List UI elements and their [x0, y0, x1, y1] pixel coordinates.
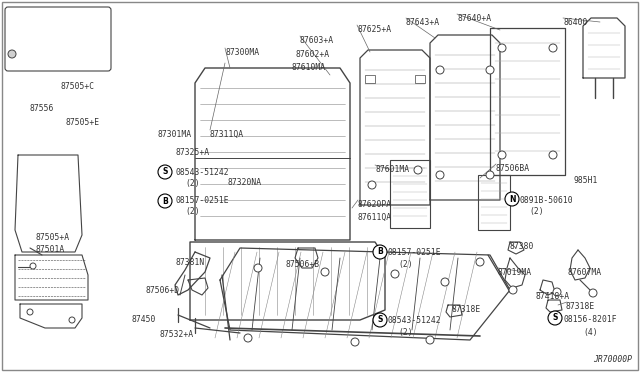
Circle shape: [441, 278, 449, 286]
Text: 87556: 87556: [30, 104, 54, 113]
Text: N: N: [509, 195, 515, 203]
Text: 87019MA: 87019MA: [498, 268, 532, 277]
Text: 87381N: 87381N: [175, 258, 204, 267]
Text: 87301MA: 87301MA: [157, 130, 191, 139]
Circle shape: [244, 334, 252, 342]
Circle shape: [69, 317, 75, 323]
Text: 87320NA: 87320NA: [228, 178, 262, 187]
Circle shape: [476, 258, 484, 266]
Text: 87601MA: 87601MA: [375, 165, 409, 174]
Text: 87418+A: 87418+A: [536, 292, 570, 301]
Circle shape: [158, 165, 172, 179]
Text: 87505+C: 87505+C: [61, 82, 95, 91]
Text: 87506+D: 87506+D: [145, 286, 179, 295]
Text: 08543-51242: 08543-51242: [175, 168, 228, 177]
Text: 87300MA: 87300MA: [225, 48, 259, 57]
Circle shape: [486, 66, 494, 74]
Circle shape: [436, 66, 444, 74]
Circle shape: [254, 264, 262, 272]
Circle shape: [414, 166, 422, 174]
Text: 87506BA: 87506BA: [496, 164, 530, 173]
Text: 87505+A: 87505+A: [35, 233, 69, 242]
Text: 87318E: 87318E: [452, 305, 481, 314]
Circle shape: [351, 338, 359, 346]
Text: (2): (2): [398, 260, 413, 269]
Text: 87505+E: 87505+E: [65, 118, 99, 127]
Text: 08157-0251E: 08157-0251E: [175, 196, 228, 205]
Text: S: S: [552, 314, 557, 323]
FancyBboxPatch shape: [5, 7, 111, 71]
Text: 87643+A: 87643+A: [406, 18, 440, 27]
Text: 87501A: 87501A: [35, 245, 64, 254]
Text: 87625+A: 87625+A: [357, 25, 391, 34]
Bar: [390, 160, 430, 228]
Text: 87611QA: 87611QA: [357, 213, 391, 222]
Text: (4): (4): [583, 328, 598, 337]
Text: 87610MA: 87610MA: [292, 63, 326, 72]
Circle shape: [27, 309, 33, 315]
Text: 87380: 87380: [509, 242, 533, 251]
Bar: [478, 175, 510, 230]
Text: 87532+A: 87532+A: [160, 330, 194, 339]
Text: (2): (2): [185, 179, 200, 188]
Circle shape: [505, 192, 519, 206]
Circle shape: [549, 151, 557, 159]
Circle shape: [486, 171, 494, 179]
Text: 87506+B: 87506+B: [285, 260, 319, 269]
Bar: [16, 43, 36, 61]
Circle shape: [436, 171, 444, 179]
Bar: [43, 43, 65, 61]
Text: S: S: [163, 167, 168, 176]
Text: 87325+A: 87325+A: [175, 148, 209, 157]
Circle shape: [158, 194, 172, 208]
Circle shape: [30, 263, 36, 269]
Circle shape: [391, 270, 399, 278]
Text: B: B: [162, 196, 168, 205]
Text: 86400: 86400: [563, 18, 588, 27]
Text: 87620PA: 87620PA: [358, 200, 392, 209]
Text: 87602+A: 87602+A: [295, 50, 329, 59]
Circle shape: [373, 313, 387, 327]
Circle shape: [498, 151, 506, 159]
Bar: [415, 75, 425, 83]
Circle shape: [368, 181, 376, 189]
Bar: [46, 18, 74, 38]
Circle shape: [498, 44, 506, 52]
Text: 08543-51242: 08543-51242: [388, 316, 442, 325]
Bar: [16, 18, 40, 38]
Text: 08157-0251E: 08157-0251E: [388, 248, 442, 257]
Circle shape: [553, 288, 561, 296]
Text: B: B: [377, 247, 383, 257]
Text: 87603+A: 87603+A: [300, 36, 334, 45]
Circle shape: [548, 311, 562, 325]
Text: 87450: 87450: [132, 315, 156, 324]
Text: 87607MA: 87607MA: [567, 268, 601, 277]
Text: 87640+A: 87640+A: [457, 14, 491, 23]
Text: 87311QA: 87311QA: [210, 130, 244, 139]
Circle shape: [373, 245, 387, 259]
Text: JR70000P: JR70000P: [593, 355, 632, 364]
Text: 985H1: 985H1: [574, 176, 598, 185]
Circle shape: [321, 268, 329, 276]
Circle shape: [589, 289, 597, 297]
Text: (2): (2): [185, 207, 200, 216]
Text: 08156-8201F: 08156-8201F: [563, 315, 616, 324]
Bar: [80, 18, 102, 38]
Text: 87318E: 87318E: [565, 302, 595, 311]
Circle shape: [549, 44, 557, 52]
Text: (2): (2): [529, 207, 543, 216]
Circle shape: [509, 286, 517, 294]
Circle shape: [426, 336, 434, 344]
Circle shape: [8, 50, 16, 58]
Text: S: S: [378, 315, 383, 324]
Text: (2): (2): [398, 328, 413, 337]
Text: 0891B-50610: 0891B-50610: [519, 196, 573, 205]
Bar: [365, 75, 375, 83]
